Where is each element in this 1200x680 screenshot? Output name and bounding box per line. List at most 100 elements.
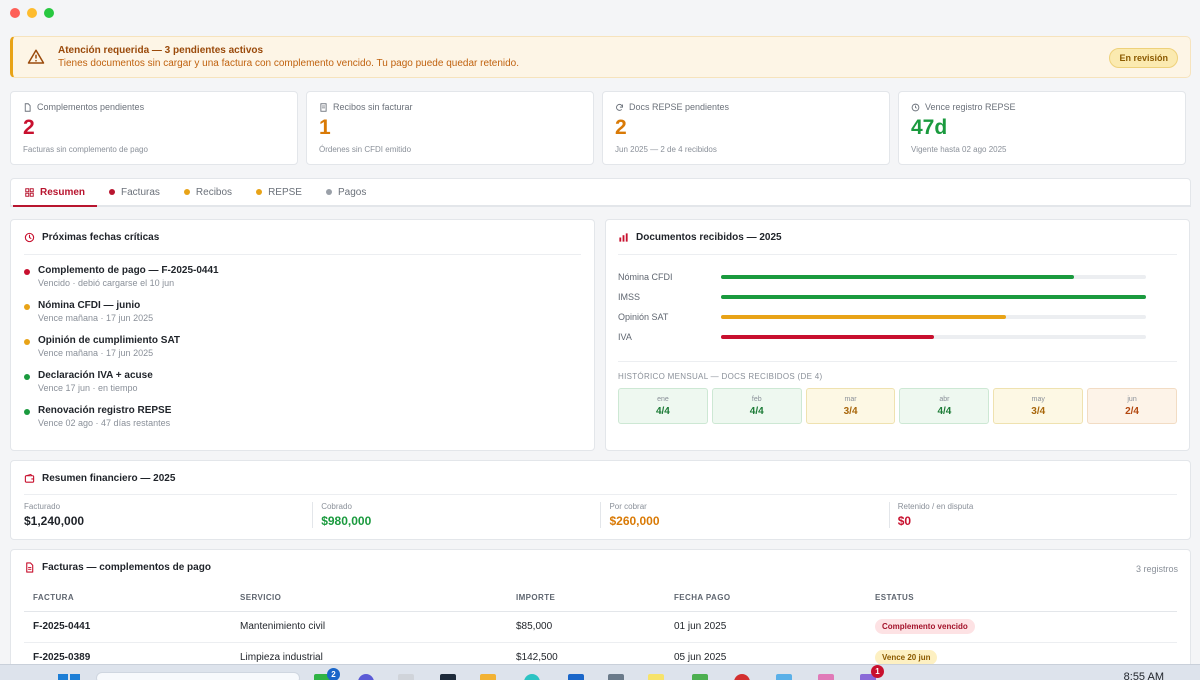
browser-icon[interactable] <box>524 674 540 680</box>
invoices-table: FACTURA SERVICIO IMPORTE FECHA PAGO ESTATUS … <box>24 585 1177 664</box>
column-header[interactable]: IMPORTE <box>507 585 665 612</box>
column-header[interactable]: SERVICIO <box>231 585 507 612</box>
financial-metric-label: Por cobrar <box>609 502 647 511</box>
app-icon-10[interactable] <box>692 674 708 680</box>
app-icon-7[interactable] <box>568 674 584 680</box>
tab-resumen[interactable]: Resumen <box>13 179 98 207</box>
app-icon-11[interactable] <box>734 674 750 680</box>
stat-header: Complementos pendientes <box>23 102 285 112</box>
progress-fill <box>721 315 1006 319</box>
alert-message: Tienes documentos sin cargar y una factu… <box>58 58 520 69</box>
critical-date-item[interactable]: Complemento de pago — F-2025-0441 Vencido… <box>24 265 581 289</box>
app-icon-12[interactable] <box>776 674 792 680</box>
tab-status-dot <box>256 189 263 195</box>
system-clock: 8:55 AM <box>1123 671 1164 680</box>
critical-date-title: Declaración IVA + acuse <box>38 370 153 381</box>
financial-metric-value: $1,240,000 <box>24 514 85 528</box>
taskbar: 2 1 8:55 AM <box>0 664 1200 680</box>
critical-date-item[interactable]: Declaración IVA + acuse Vence 17 jun · en… <box>24 370 581 394</box>
status-dot <box>24 409 30 415</box>
month-tile[interactable]: jun 2/4 <box>1087 388 1177 424</box>
stat-card: Docs REPSE pendientes 2 Jun 2025 — 2 de 4 … <box>602 91 890 165</box>
app-icon-14[interactable] <box>860 674 876 680</box>
maximize-window-button[interactable] <box>44 8 54 18</box>
status-dot <box>24 304 30 310</box>
stat-value: 1 <box>319 116 331 139</box>
app-icon-13[interactable] <box>818 674 834 680</box>
tab-status-dot <box>183 189 190 195</box>
financial-metric-value: $260,000 <box>609 514 660 528</box>
windows-start-icon[interactable] <box>58 674 80 680</box>
stat-label: Recibos sin facturar <box>333 102 413 112</box>
stat-subtitle: Facturas sin complemento de pago <box>23 145 148 154</box>
financial-metric-label: Facturado <box>24 502 61 511</box>
month-tile[interactable]: may 3/4 <box>993 388 1084 424</box>
app-window: Atención requerida — 3 pendientes activo… <box>10 8 1191 664</box>
tab-status-dot <box>325 189 332 195</box>
critical-date-item[interactable]: Renovación registro REPSE Vence 02 ago · … <box>24 405 581 429</box>
notification-badge: 2 <box>327 668 340 680</box>
critical-date-title: Opinión de cumplimiento SAT <box>38 335 181 346</box>
clock-alert-icon <box>24 232 35 243</box>
messaging-app-icon[interactable] <box>314 674 330 680</box>
taskbar-search-input[interactable] <box>96 672 300 680</box>
stat-value: 47d <box>911 116 948 139</box>
service-name: Limpieza industrial <box>231 642 507 664</box>
history-title: HISTÓRICO MENSUAL — DOCS RECIBIDOS (DE 4… <box>618 372 823 381</box>
stat-card: Vence registro REPSE 47d Vigente hasta 02 … <box>898 91 1186 165</box>
app-icon-4[interactable] <box>440 674 456 680</box>
invoice-icon <box>26 562 34 573</box>
table-row[interactable]: F-2025-0389 Limpieza industrial $142,500 05… <box>24 642 1177 664</box>
app-icon-9[interactable] <box>648 674 664 680</box>
amount: $85,000 <box>507 611 665 643</box>
critical-date-item[interactable]: Nómina CFDI — junio Vence mañana · 17 jun… <box>24 300 581 324</box>
column-header[interactable]: ESTATUS <box>866 585 1177 612</box>
tab-facturas[interactable]: Facturas <box>97 179 172 205</box>
financial-metric: Por cobrar $260,000 <box>600 502 888 528</box>
tab-repse[interactable]: REPSE <box>244 179 314 205</box>
financial-metric: Facturado $1,240,000 <box>24 502 312 528</box>
document-progress-row: IMSS <box>618 287 1177 307</box>
month-tile[interactable]: abr 4/4 <box>899 388 990 424</box>
document-icon <box>24 102 31 112</box>
documents-title: Documentos recibidos — 2025 <box>636 232 782 243</box>
financial-metric-label: Retenido / en disputa <box>897 502 974 511</box>
stat-header: Vence registro REPSE <box>911 102 1173 112</box>
critical-date-item[interactable]: Opinión de cumplimiento SAT Vence mañana … <box>24 335 581 359</box>
tab-label: Resumen <box>40 186 86 198</box>
invoices-title: Facturas — complementos de pago <box>42 562 211 573</box>
financial-metric: Cobrado $980,000 <box>312 502 600 528</box>
document-progress-row: Nómina CFDI <box>618 267 1177 287</box>
alert-title: Atención requerida — 3 pendientes activo… <box>58 45 264 56</box>
month-tile[interactable]: ene 4/4 <box>618 388 708 424</box>
month-name: feb <box>751 396 762 403</box>
close-window-button[interactable] <box>10 8 20 18</box>
tab-label: Pagos <box>337 186 367 198</box>
app-icon-3[interactable] <box>398 674 414 680</box>
document-progress-label: Nómina CFDI <box>618 272 673 282</box>
table-row[interactable]: F-2025-0441 Mantenimiento civil $85,000 01 … <box>24 611 1177 643</box>
invoices-panel: Facturas — complementos de pago 3 regist… <box>10 549 1191 664</box>
financial-summary-title: Resumen financiero — 2025 <box>42 473 176 484</box>
stat-label: Docs REPSE pendientes <box>629 102 730 112</box>
minimize-window-button[interactable] <box>27 8 37 18</box>
critical-date-title: Nómina CFDI — junio <box>38 300 141 311</box>
status-cell: Vence 20 jun <box>866 642 1177 664</box>
review-status-badge[interactable]: En revisión <box>1109 48 1178 68</box>
app-icon-2[interactable] <box>358 674 374 680</box>
critical-date-subtitle: Vence 17 jun · en tiempo <box>38 383 138 393</box>
notification-badge-2: 1 <box>871 665 884 678</box>
column-header[interactable]: FACTURA <box>24 585 231 612</box>
app-icon-8[interactable] <box>608 674 624 680</box>
month-tile[interactable]: mar 3/4 <box>805 388 896 424</box>
tab-label: REPSE <box>268 186 302 198</box>
month-tile[interactable]: feb 4/4 <box>711 388 802 424</box>
tab-recibos[interactable]: Recibos <box>172 179 244 205</box>
column-header[interactable]: FECHA PAGO <box>665 585 866 612</box>
tab-pagos[interactable]: Pagos <box>314 179 378 205</box>
folder-icon[interactable] <box>480 674 496 680</box>
month-name: ene <box>657 396 669 403</box>
status-cell: Complemento vencido <box>866 611 1177 643</box>
refresh-icon <box>616 103 623 111</box>
critical-date-subtitle: Vence mañana · 17 jun 2025 <box>38 348 154 358</box>
